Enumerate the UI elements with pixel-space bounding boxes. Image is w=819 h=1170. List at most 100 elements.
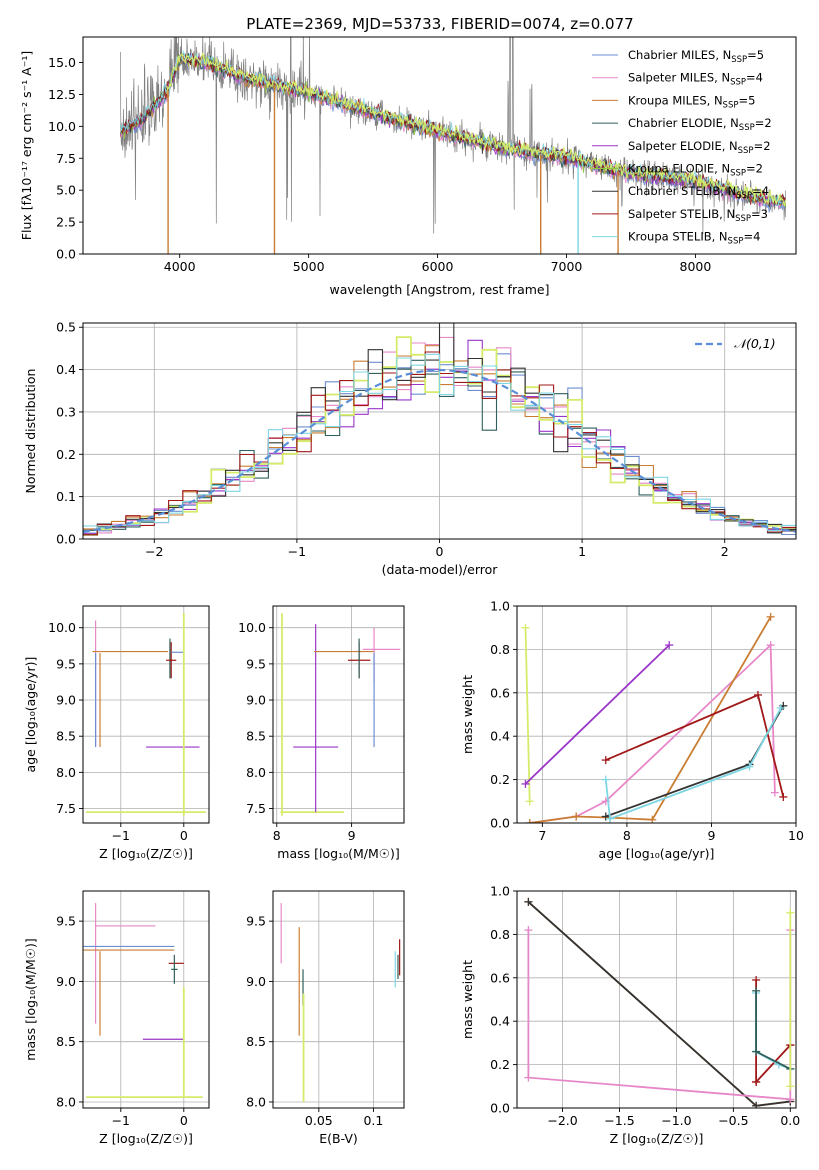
legend-count: =4 [743,230,760,244]
x-tick-label: 7000 [551,259,583,274]
plot-area [280,903,401,1102]
axes-frame [82,890,210,1109]
y-tick-label: 0.4 [490,1014,510,1029]
plot-area [83,903,203,1099]
figure-title: PLATE=2369, MJD=53733, FIBERID=0074, z=0… [246,15,633,33]
x-tick-label: 1 [578,544,586,559]
x-tick-label: 0.0 [780,1113,800,1128]
y-tick-label: 8.0 [56,765,76,780]
y-tick-label: 7.5 [56,151,76,166]
legend-label: Salpeter MILES, NSSP=4 [628,71,763,88]
age-vs-metallicity-panel: −1 0 7.5 8.0 8.5 9.0 9.5 10.0 Z [log₁₀(Z/Z☉)] age… [23,605,210,861]
y-tick-label: 0.0 [56,532,76,547]
y-tick-label: 7.5 [246,801,266,816]
legend-count: =2 [746,162,763,176]
model-spectrum-line [166,52,787,207]
x-tick-label: −1 [288,544,306,559]
legend-label: Chabrier ELODIE, NSSP=2 [628,116,772,133]
weight-series-line [524,627,531,802]
axes-frame [82,36,797,255]
y-tick-label: 0.0 [490,816,510,831]
x-axis-label: (data-model)/error [382,562,499,577]
y-tick-label: 0.1 [56,489,76,504]
y-tick-label: 9.0 [246,974,266,989]
legend-subscript: SSP [735,214,751,224]
legend-subscript: SSP [728,237,744,247]
mass-vs-metallicity-panel: −1 0 8.0 8.5 9.0 9.5 Z [log₁₀(Z/Z☉)] mass [log₁… [23,890,210,1146]
x-tick-label: −1 [112,828,130,843]
weight-series-line [604,707,782,820]
x-axis-label: wavelength [Angstrom, rest frame] [329,282,549,297]
tick-group: 8 9 7.5 8.0 8.5 9.0 9.5 10.0 [238,620,355,843]
legend-subscript: SSP [738,146,754,156]
y-tick-label: 9.0 [246,693,266,708]
y-tick-label: 8.5 [246,729,266,744]
x-tick-label: 0.1 [363,1113,383,1128]
x-tick-label: −0.5 [718,1113,748,1128]
legend-count: =3 [751,207,768,221]
y-tick-label: 0.8 [490,642,510,657]
legend-label: Chabrier STELIB, NSSP=4 [628,184,769,201]
legend-count: =5 [747,48,764,62]
age-vs-mass-panel: 8 9 7.5 8.0 8.5 9.0 9.5 10.0 mass [log₁₀(M/M☉)] [238,605,405,861]
x-axis-label: Z [log₁₀(Z/Z☉)] [99,1131,193,1146]
mass-vs-extinction-panel: 0.05 0.1 8.0 8.5 9.0 9.5 E(B-V) [246,890,405,1146]
plot-area [86,613,206,816]
tick-group: −1 0 7.5 8.0 8.5 9.0 9.5 10.0 [48,620,188,843]
legend-label: Kroupa ELODIE, NSSP=2 [628,162,763,179]
y-tick-label: 9.0 [56,693,76,708]
axes-frame [516,605,797,824]
weight-vs-age-panel: 7 8 9 10 0.0 0.2 0.4 0.6 0.8 1.0 age [log₁₀(age/yr… [460,599,804,862]
x-tick-label: 0 [436,544,444,559]
legend-subscript: SSP [731,55,747,65]
histogram-step [83,323,796,536]
legend-subscript: SSP [739,123,755,133]
y-tick-label: 1.0 [490,884,510,899]
x-tick-label: 9 [707,828,715,843]
y-tick-label: 8.0 [246,1094,266,1109]
y-tick-label: 9.5 [246,656,266,671]
plot-area [521,612,788,823]
legend-subscript: SSP [730,78,746,88]
x-tick-label: 10 [788,828,804,843]
legend-label: Salpeter ELODIE, NSSP=2 [628,139,771,156]
legend-subscript: SSP [723,100,739,110]
y-tick-label: 8.5 [246,1034,266,1049]
legend-subscript: SSP [736,191,752,201]
plot-area [524,897,795,1108]
y-tick-label: 9.5 [56,656,76,671]
y-tick-label: 10.0 [48,119,76,134]
y-tick-label: 0.0 [56,247,76,262]
histogram-step [83,351,796,536]
y-tick-label: 9.5 [246,914,266,929]
residuals-panel: −2 −1 0 1 2 0.0 0.1 0.2 0.3 0.4 0.5 (data-model)/er… [23,320,797,577]
y-tick-label: 8.0 [56,1094,76,1109]
legend-count: =5 [738,93,755,107]
legend: 𝒩(0,1) [695,336,776,351]
legend-label: Chabrier MILES, NSSP=5 [628,48,764,65]
normal-reference-curve [83,368,796,533]
legend-label: 𝒩(0,1) [734,336,776,351]
y-tick-label: 2.5 [56,215,76,230]
y-tick-label: 8.5 [56,729,76,744]
tick-group: −1 0 8.0 8.5 9.0 9.5 [56,914,188,1128]
y-tick-label: 9.5 [56,914,76,929]
x-tick-label: 7 [538,828,546,843]
y-tick-label: 7.5 [56,801,76,816]
y-axis-label: mass weight [460,675,475,754]
y-axis-label: mass weight [460,960,475,1039]
y-axis-label: Normed distribution [23,369,38,494]
x-tick-label: 0.05 [305,1113,333,1128]
y-tick-label: 0.3 [56,404,76,419]
y-tick-label: 15.0 [48,55,76,70]
weight-series-line [524,644,670,785]
spectrum-panel: 4000 5000 6000 7000 8000 0.0 2.5 5.0 7.5 10.0 12.5… [19,36,797,297]
x-tick-label: −1 [112,1113,130,1128]
x-tick-label: 6000 [422,259,454,274]
legend-count: =2 [754,139,771,153]
x-axis-label: age [log₁₀(age/yr)] [599,846,715,861]
y-tick-label: 8.5 [56,1034,76,1049]
axes-frame [516,890,797,1109]
x-tick-label: 8000 [680,259,712,274]
tick-group: 4000 5000 6000 7000 8000 0.0 2.5 5.0 7.5 10.0 12.5… [48,55,711,274]
